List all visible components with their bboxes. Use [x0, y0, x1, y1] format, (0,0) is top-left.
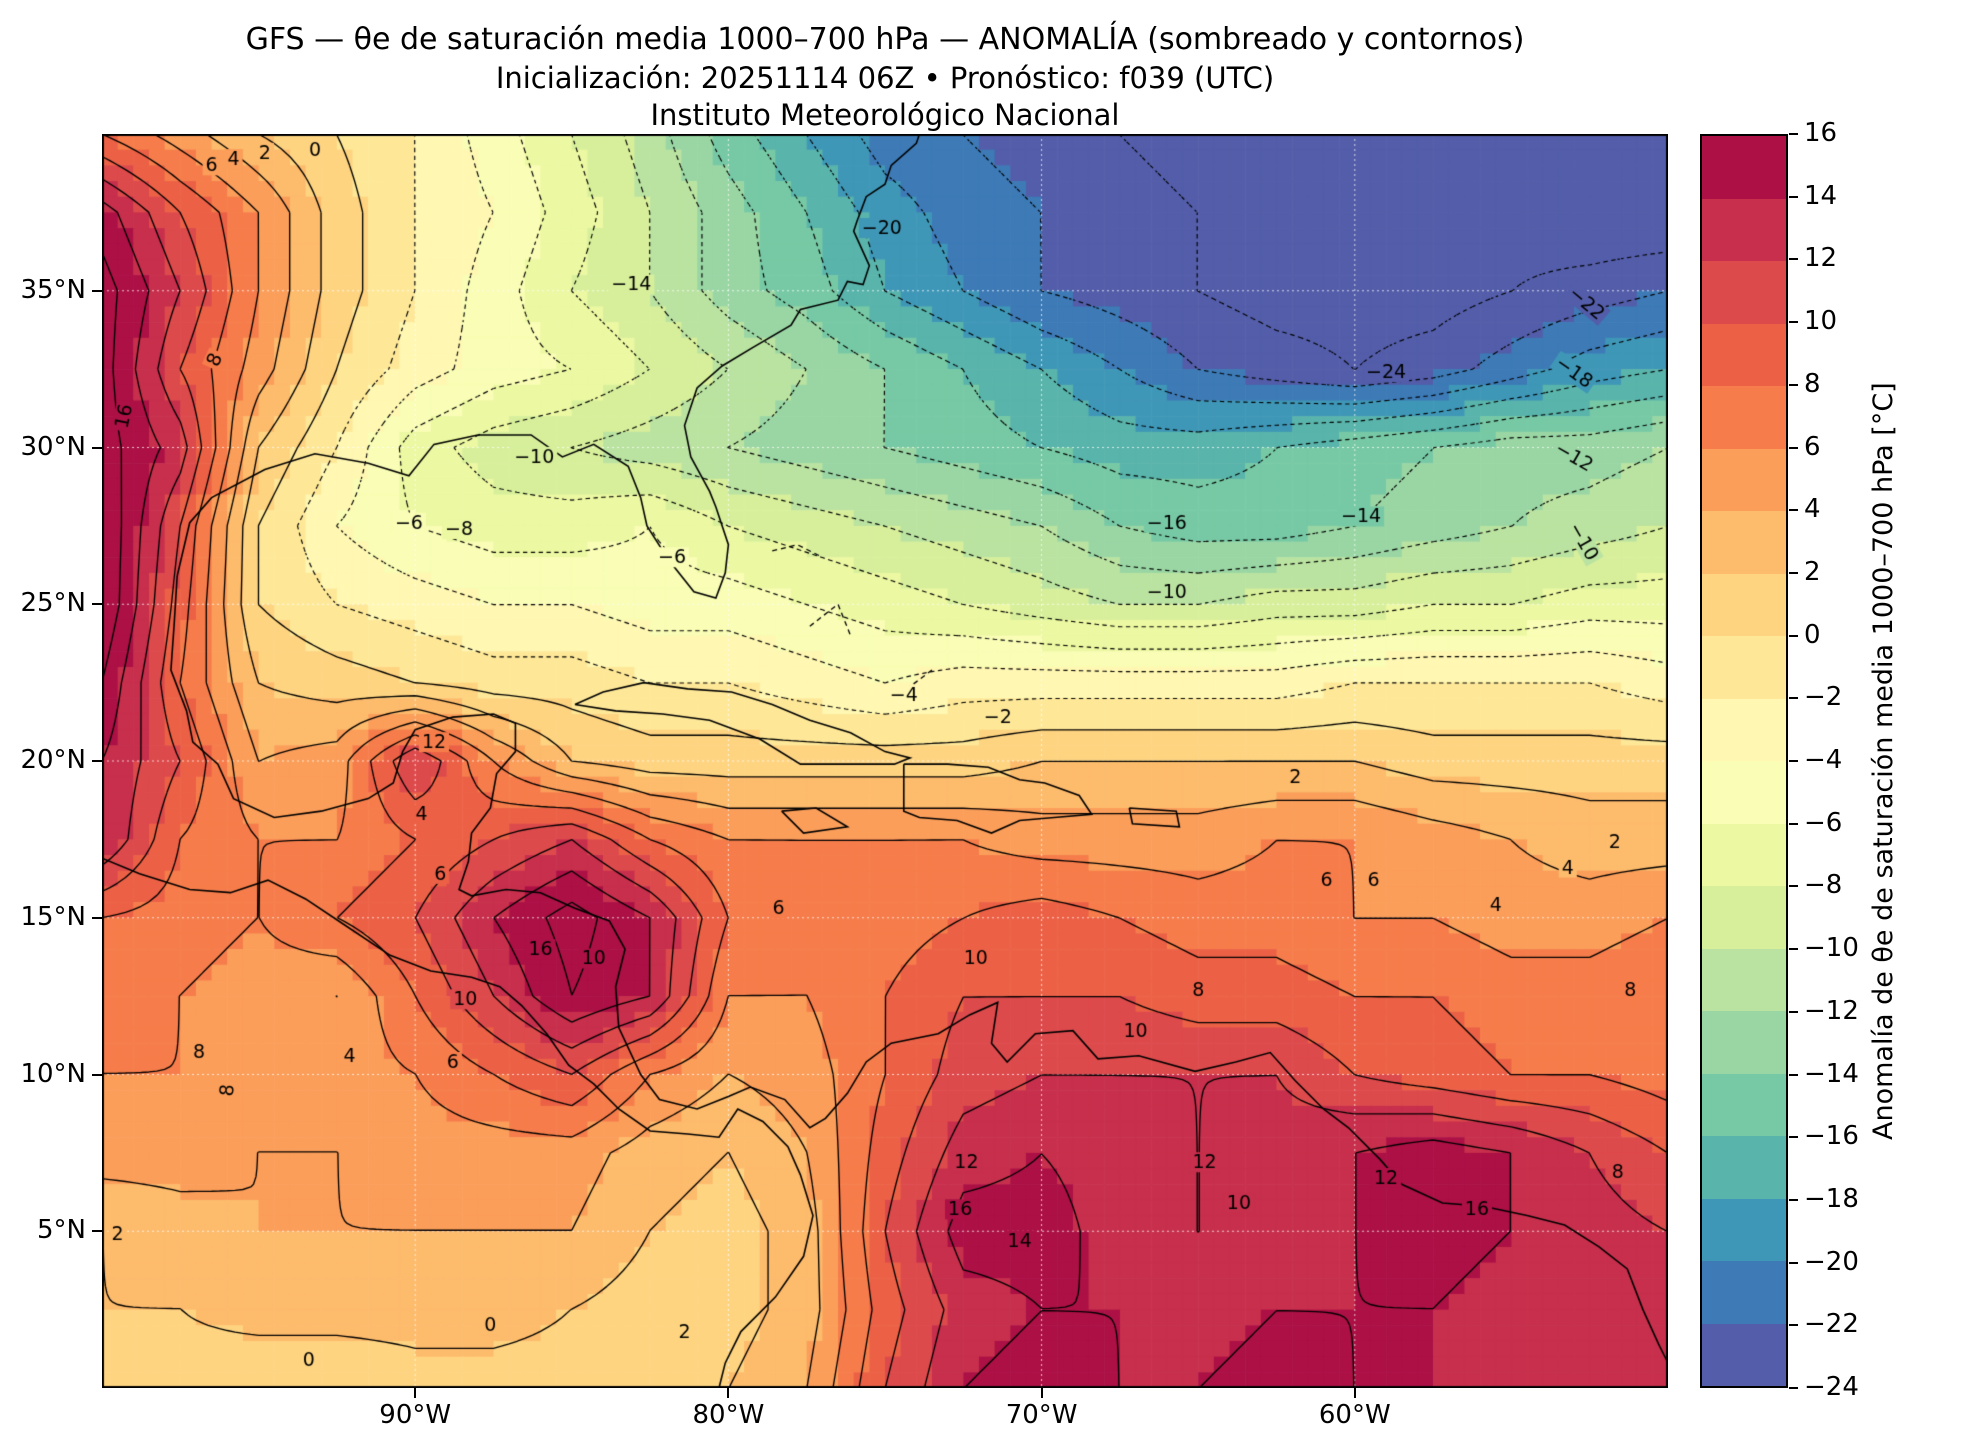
colorbar-tick [1789, 133, 1798, 135]
colorbar-tick-label: −24 [1804, 1372, 1859, 1402]
colorbar-tick [1789, 383, 1798, 386]
x-tick-label: 90°W [379, 1400, 452, 1430]
colorbar-band [1702, 823, 1786, 886]
colorbar-band [1702, 636, 1786, 699]
colorbar-tick [1789, 1073, 1798, 1076]
colorbar-band [1702, 1198, 1786, 1261]
x-tick [414, 1388, 417, 1398]
y-tick-label: 5°N [37, 1215, 86, 1246]
colorbar-band [1702, 761, 1786, 824]
colorbar-tick [1789, 1010, 1798, 1013]
y-tick-label: 25°N [20, 588, 86, 619]
colorbar-label: Anomalía de θe de saturación media 1000–… [1868, 382, 1899, 1140]
colorbar-band [1702, 1136, 1786, 1199]
x-tick-label: 70°W [1005, 1400, 1078, 1430]
colorbar-band [1702, 198, 1786, 261]
colorbar-tick-label: 10 [1804, 306, 1838, 337]
y-tick [92, 1073, 102, 1076]
colorbar-tick-label: 6 [1804, 431, 1821, 462]
colorbar-tick [1789, 509, 1798, 512]
colorbar-tick-label: 2 [1804, 556, 1821, 587]
colorbar-tick [1789, 760, 1798, 762]
x-tick-label: 80°W [692, 1400, 765, 1430]
colorbar-tick-label: 4 [1804, 494, 1821, 525]
colorbar-tick-label: −22 [1804, 1309, 1859, 1340]
y-tick-label: 15°N [20, 901, 86, 932]
y-tick-label: 20°N [20, 745, 86, 775]
colorbar-tick [1789, 195, 1798, 198]
colorbar-tick-label: 12 [1804, 243, 1838, 274]
colorbar-band [1702, 261, 1786, 324]
colorbar-band [1702, 698, 1786, 761]
colorbar-tick [1789, 571, 1798, 574]
colorbar-band [1702, 323, 1786, 386]
colorbar-band [1702, 136, 1786, 199]
x-tick-label: 60°W [1318, 1400, 1391, 1430]
y-tick [92, 446, 102, 449]
colorbar-tick [1789, 258, 1798, 261]
x-tick [727, 1388, 730, 1398]
colorbar-tick [1789, 697, 1798, 700]
colorbar-tick-label: −16 [1804, 1121, 1859, 1152]
colorbar-blocks [1702, 136, 1786, 1386]
colorbar-tick-label: −20 [1804, 1246, 1859, 1277]
colorbar-band [1702, 1073, 1786, 1136]
colorbar-band [1702, 573, 1786, 636]
colorbar-tick-label: 14 [1804, 180, 1838, 211]
figure-institution: Instituto Meteorológico Nacional [650, 98, 1120, 132]
y-tick-label: 35°N [20, 274, 86, 305]
colorbar-tick [1789, 1198, 1798, 1201]
colorbar-tick [1789, 446, 1798, 449]
colorbar-band [1702, 1261, 1786, 1324]
colorbar-tick-label: −14 [1804, 1058, 1859, 1089]
colorbar-tick [1789, 321, 1798, 324]
y-tick-label: 10°N [20, 1058, 86, 1089]
colorbar-band [1702, 448, 1786, 511]
colorbar-tick [1789, 1261, 1798, 1264]
colorbar-band [1702, 1323, 1786, 1386]
colorbar [1700, 134, 1788, 1388]
colorbar-tick [1789, 1324, 1798, 1327]
colorbar-band [1702, 948, 1786, 1011]
colorbar-band [1702, 386, 1786, 449]
colorbar-tick-label: 8 [1804, 368, 1821, 399]
colorbar-tick [1789, 885, 1798, 888]
map-plot-area [102, 134, 1668, 1388]
x-tick [1040, 1388, 1043, 1398]
y-tick [92, 1230, 102, 1233]
colorbar-tick-label: −12 [1804, 995, 1859, 1026]
y-tick [92, 289, 102, 292]
colorbar-tick-label: −4 [1804, 745, 1843, 775]
colorbar-tick-label: −18 [1804, 1183, 1859, 1214]
x-tick [1353, 1388, 1356, 1398]
colorbar-tick-label: −6 [1804, 807, 1843, 838]
colorbar-tick-label: −8 [1804, 870, 1843, 901]
colorbar-tick [1789, 634, 1798, 637]
y-tick [92, 603, 102, 606]
figure-title: GFS — θe de saturación media 1000–700 hP… [245, 22, 1525, 57]
colorbar-tick [1789, 1136, 1798, 1139]
colorbar-tick-label: −10 [1804, 933, 1859, 964]
colorbar-tick-label: −2 [1804, 682, 1843, 713]
y-tick [92, 916, 102, 919]
colorbar-band [1702, 886, 1786, 949]
colorbar-tick [1789, 1387, 1798, 1389]
colorbar-band [1702, 511, 1786, 574]
colorbar-tick [1789, 822, 1798, 825]
colorbar-tick-label: 16 [1804, 118, 1838, 148]
y-tick-label: 30°N [20, 431, 86, 462]
colorbar-tick [1789, 948, 1798, 951]
colorbar-tick-label: 0 [1804, 619, 1821, 650]
figure-subtitle: Inicialización: 20251114 06Z • Pronóstic… [495, 61, 1275, 95]
colorbar-band [1702, 1011, 1786, 1074]
anomaly-map-canvas [102, 134, 1668, 1388]
y-tick [92, 760, 102, 762]
